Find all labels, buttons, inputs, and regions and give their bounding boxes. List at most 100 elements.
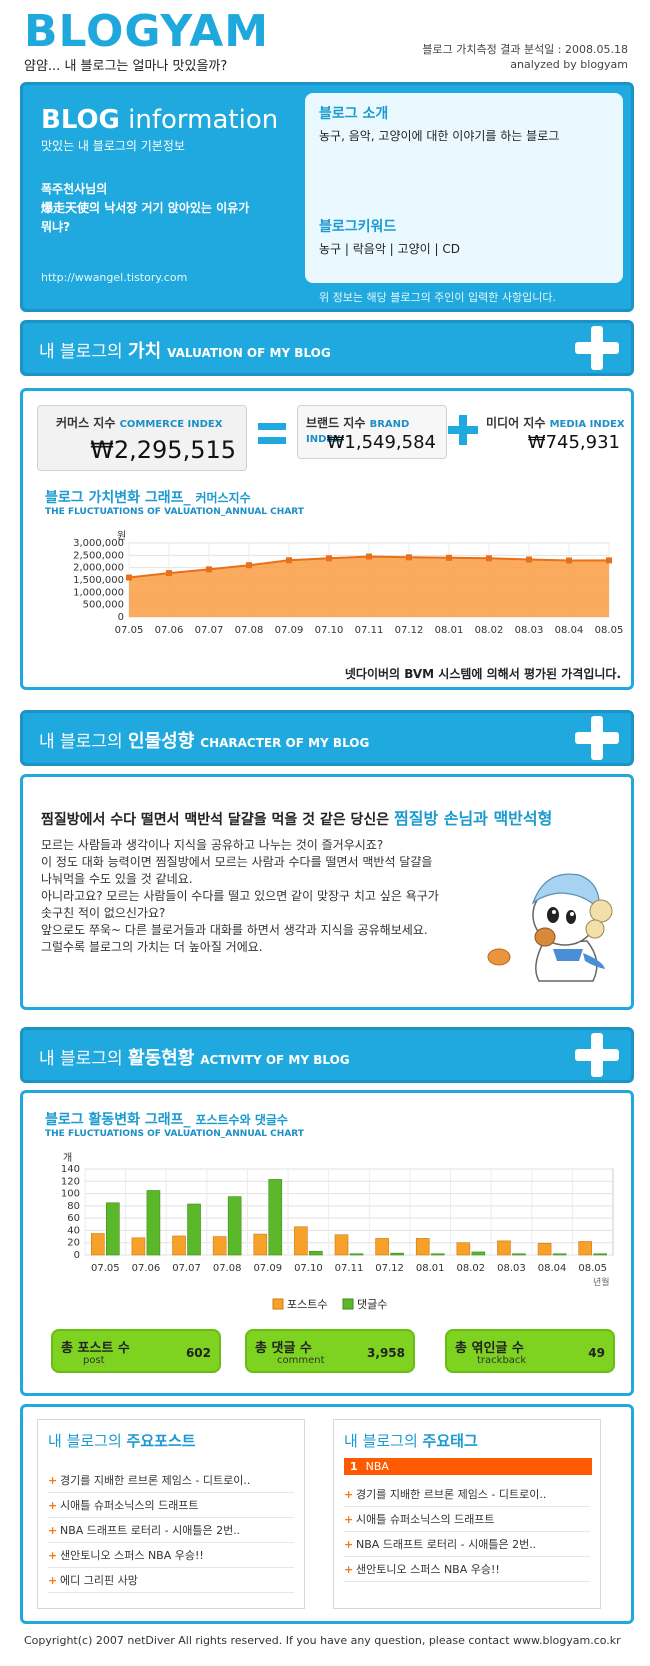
character-line: 솟구친 적이 없으신가요? bbox=[41, 906, 166, 920]
tag-post-item[interactable]: 시애틀 슈퍼소닉스의 드래프트 bbox=[344, 1507, 590, 1532]
blog-intro-box: 블로그 소개 농구, 음악, 고양이에 대한 이야기를 하는 블로그 블로그키워… bbox=[305, 93, 623, 283]
media-index-value: ₩745,931 bbox=[527, 432, 620, 453]
activity-x-tick: 07.09 bbox=[253, 1263, 282, 1274]
top-tag-rank: 1 bbox=[350, 1460, 358, 1473]
valuation-y-tick: 500,000 bbox=[83, 600, 124, 611]
mascot-bun bbox=[585, 919, 605, 939]
valuation-title-prefix: 내 블로그의 bbox=[39, 342, 129, 362]
comment-count-bar bbox=[309, 1251, 323, 1256]
activity-y-tick: 0 bbox=[74, 1250, 80, 1261]
valuation-point bbox=[486, 555, 492, 562]
valuation-chart-title-main: 블로그 가치변화 그래프_ bbox=[45, 490, 191, 506]
comment-count-bar bbox=[268, 1179, 283, 1256]
blog-info-panel: BLOG information 맛있는 내 블로그의 기본정보 폭주천사님의 … bbox=[20, 82, 634, 312]
valuation-x-tick: 07.08 bbox=[235, 625, 264, 636]
total-post-box: 총 포스트 수 post 602 bbox=[51, 1329, 221, 1373]
post-count-bar bbox=[172, 1235, 186, 1256]
valuation-title-bold: 가치 bbox=[128, 341, 162, 362]
character-expand-plus-icon[interactable] bbox=[575, 716, 619, 760]
post-count-bar bbox=[415, 1238, 430, 1256]
commerce-label-en: COMMERCE INDEX bbox=[119, 419, 223, 430]
top-post-item[interactable]: 경기를 지배한 르브론 제임스 - 디트로이.. bbox=[48, 1468, 294, 1493]
valuation-x-tick: 08.01 bbox=[435, 625, 464, 636]
brand-index-value: ₩1,549,584 bbox=[326, 432, 436, 453]
valuation-section-bar: 내 블로그의 가치 VALUATION OF MY BLOG bbox=[20, 320, 634, 376]
top-post-item[interactable]: 시애틀 슈퍼소닉스의 드래프트 bbox=[48, 1493, 294, 1518]
activity-x-tick: 07.11 bbox=[335, 1263, 364, 1274]
media-index-label: 미디어 지수 MEDIA INDEX bbox=[486, 414, 625, 431]
activity-x-tick: 08.02 bbox=[457, 1263, 486, 1274]
blog-info-note: 위 정보는 해당 블로그의 주인이 입력한 사항입니다. bbox=[319, 291, 556, 304]
legend-post-label: 포스트수 bbox=[287, 1298, 327, 1311]
top-tag-bar[interactable]: 1 NBA bbox=[344, 1458, 592, 1475]
valuation-point bbox=[566, 557, 572, 564]
blog-info-title: BLOG information bbox=[41, 105, 301, 135]
commerce-index-value: ₩2,295,515 bbox=[90, 436, 236, 464]
valuation-x-tick: 07.06 bbox=[155, 625, 184, 636]
post-count-bar bbox=[375, 1238, 389, 1256]
valuation-chart-title-small: 커머스지수 bbox=[195, 491, 251, 505]
blog-intro-text: 농구, 음악, 고양이에 대한 이야기를 하는 블로그 bbox=[319, 129, 560, 143]
activity-expand-plus-icon[interactable] bbox=[575, 1033, 619, 1077]
blog-owner-line3: 뭐냐? bbox=[41, 220, 71, 234]
post-count-bar bbox=[456, 1242, 471, 1256]
tag-post-item[interactable]: 경기를 지배한 르브론 제임스 - 디트로이.. bbox=[344, 1482, 590, 1507]
valuation-panel: 커머스 지수 COMMERCE INDEX ₩2,295,515 브랜드 지수 … bbox=[20, 388, 634, 690]
character-title-en: CHARACTER OF MY BLOG bbox=[200, 736, 370, 750]
valuation-y-unit: 원 bbox=[117, 530, 126, 542]
top-posts-title-prefix: 내 블로그의 bbox=[48, 1432, 127, 1450]
valuation-x-tick: 07.05 bbox=[115, 625, 144, 636]
valuation-title-en: VALUATION OF MY BLOG bbox=[167, 346, 331, 360]
character-line: 앞으로도 쭈욱~ 다른 블로거들과 대화를 하면서 생각과 지식을 공유해보세요… bbox=[41, 923, 428, 937]
valuation-expand-plus-icon[interactable] bbox=[575, 326, 619, 370]
commerce-index-box: 커머스 지수 COMMERCE INDEX ₩2,295,515 bbox=[37, 405, 247, 471]
total-post-en: post bbox=[83, 1355, 105, 1366]
total-trackback-box: 총 엮인글 수 trackback 49 bbox=[445, 1329, 615, 1373]
top-tag-posts-list: 경기를 지배한 르브론 제임스 - 디트로이.. 시애틀 슈퍼소닉스의 드래프트… bbox=[344, 1482, 590, 1582]
valuation-x-tick: 07.09 bbox=[275, 625, 304, 636]
valuation-footnote: 넷다이버의 BVM 시스템에 의해서 평가된 가격입니다. bbox=[344, 667, 621, 681]
footer-copyright: Copyright(c) 2007 netDiver All rights re… bbox=[24, 1634, 621, 1647]
activity-x-tick: 07.08 bbox=[213, 1263, 242, 1274]
valuation-point bbox=[286, 557, 292, 564]
comment-count-bar bbox=[430, 1253, 445, 1256]
activity-x-tick: 07.12 bbox=[375, 1263, 404, 1274]
mascot-scarf-tail bbox=[583, 953, 605, 969]
valuation-y-tick: 0 bbox=[118, 612, 124, 623]
top-post-item[interactable]: 에디 그리핀 사망 bbox=[48, 1568, 294, 1593]
character-line: 나눠먹을 수도 있을 것 같네요. bbox=[41, 872, 193, 886]
activity-x-tick: 07.06 bbox=[132, 1263, 161, 1274]
top-lists-panel: 내 블로그의 주요포스트 경기를 지배한 르브론 제임스 - 디트로이.. 시애… bbox=[20, 1404, 634, 1624]
post-count-bar bbox=[578, 1241, 592, 1256]
valuation-section-title: 내 블로그의 가치 VALUATION OF MY BLOG bbox=[39, 337, 331, 363]
valuation-y-tick: 1,500,000 bbox=[73, 575, 124, 586]
comment-count-bar bbox=[390, 1252, 404, 1256]
valuation-point bbox=[366, 553, 372, 560]
brand-index-box: 브랜드 지수 BRAND INDEX ₩1,549,584 bbox=[297, 405, 447, 459]
top-post-item[interactable]: NBA 드래프트 로터리 - 시애틀은 2번.. bbox=[48, 1518, 294, 1543]
total-trackback-value: 49 bbox=[588, 1346, 605, 1360]
valuation-x-tick: 07.10 bbox=[315, 625, 344, 636]
media-index-box: 미디어 지수 MEDIA INDEX ₩745,931 bbox=[481, 405, 631, 459]
total-post-label: 총 포스트 수 bbox=[61, 1341, 130, 1356]
analyzed-by: analyzed by blogyam bbox=[510, 58, 628, 71]
activity-y-tick: 40 bbox=[67, 1225, 80, 1236]
valuation-point bbox=[446, 554, 452, 561]
activity-x-unit: 년월 bbox=[593, 1276, 610, 1288]
activity-x-tick: 08.03 bbox=[497, 1263, 526, 1274]
tag-post-item[interactable]: NBA 드래프트 로터리 - 시애틀은 2번.. bbox=[344, 1532, 590, 1557]
top-post-item[interactable]: 샌안토니오 스퍼스 NBA 우승!! bbox=[48, 1543, 294, 1568]
blog-info-subtitle: 맛있는 내 블로그의 기본정보 bbox=[41, 139, 185, 153]
top-tags-box: 내 블로그의 주요태그 1 NBA 경기를 지배한 르브론 제임스 - 디트로이.… bbox=[333, 1419, 601, 1609]
valuation-point bbox=[166, 570, 172, 577]
blogyam-logo[interactable]: BLOGYAM bbox=[24, 6, 270, 57]
activity-chart-title-small: 포스트수와 댓글수 bbox=[195, 1113, 288, 1127]
activity-x-tick: 07.07 bbox=[172, 1263, 201, 1274]
blog-url-link[interactable]: http://wwangel.tistory.com bbox=[41, 271, 188, 284]
tag-post-item[interactable]: 샌안토니오 스퍼스 NBA 우승!! bbox=[344, 1557, 590, 1582]
total-comment-label: 총 댓글 수 bbox=[255, 1341, 312, 1356]
valuation-x-tick: 07.07 bbox=[195, 625, 224, 636]
comment-count-bar bbox=[146, 1190, 161, 1256]
activity-y-unit: 개 bbox=[63, 1152, 72, 1164]
activity-chart-subtitle: THE FLUCTUATIONS OF VALUATION_ANNUAL CHA… bbox=[45, 1129, 304, 1139]
